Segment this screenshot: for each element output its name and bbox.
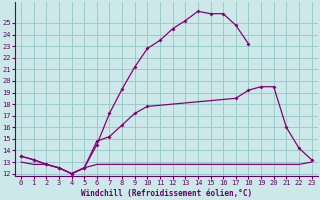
X-axis label: Windchill (Refroidissement éolien,°C): Windchill (Refroidissement éolien,°C) xyxy=(81,189,252,198)
